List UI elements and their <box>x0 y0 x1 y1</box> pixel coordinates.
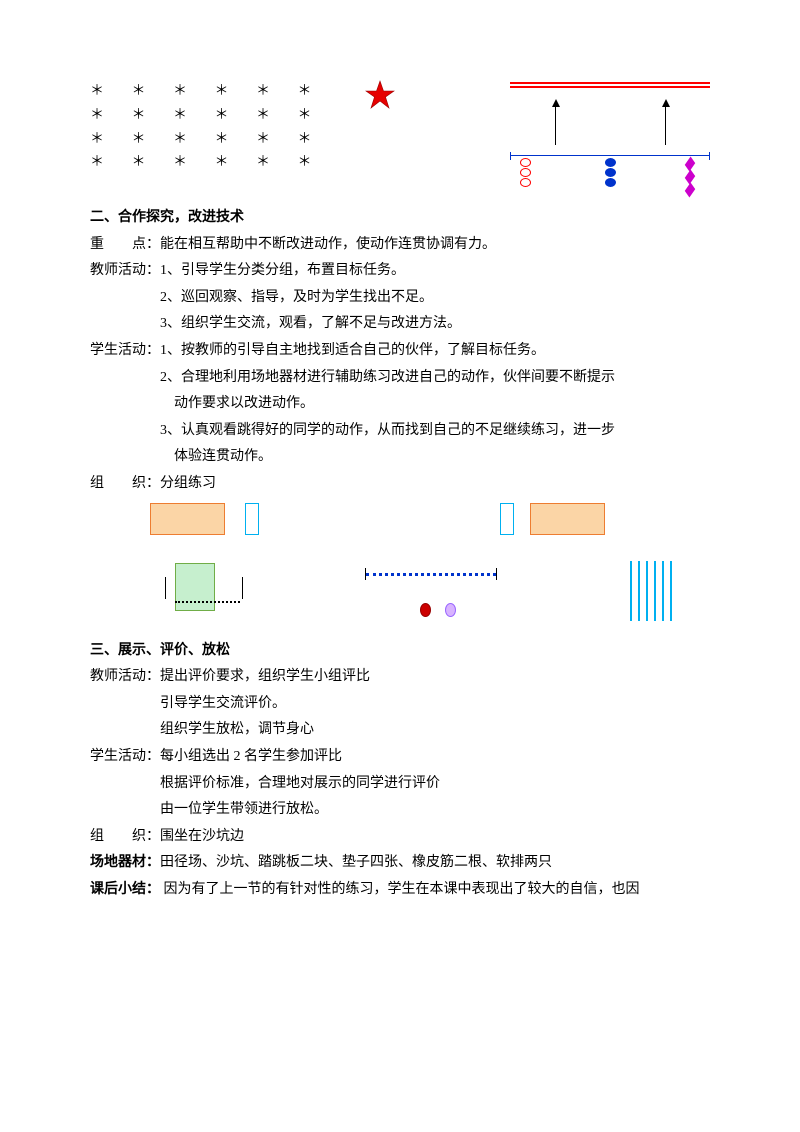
asterisk-row: ＊ ＊ ＊ ＊ ＊ ＊ <box>90 80 324 104</box>
student-item: 2、合理地利用场地器材进行辅助练习改进自己的动作，伙伴间要不断提示 <box>90 365 710 392</box>
summary-label: 课后小结： <box>90 882 160 897</box>
asterisk-grid: ＊ ＊ ＊ ＊ ＊ ＊ ＊ ＊ ＊ ＊ ＊ ＊ ＊ ＊ ＊ ＊ ＊ ＊ ＊ ＊ … <box>90 80 324 175</box>
teacher-item: 组织学生放松，调节身心 <box>90 717 710 744</box>
star-icon <box>365 80 395 110</box>
equipment-row: 场地器材：田径场、沙坑、踏跳板二块、垫子四张、橡皮筋二根、软排两只 <box>90 850 710 877</box>
post-right <box>242 577 243 599</box>
teacher-row: 教师活动：提出评价要求，组织学生小组评比 <box>90 664 710 691</box>
asterisk-row: ＊ ＊ ＊ ＊ ＊ ＊ <box>90 151 324 175</box>
student-item: 1、按教师的引导自主地找到适合自己的伙伴，了解目标任务。 <box>160 343 545 358</box>
student-row: 学生活动：1、按教师的引导自主地找到适合自己的伙伴，了解目标任务。 <box>90 338 710 365</box>
orange-mat <box>150 503 225 535</box>
asterisk-row: ＊ ＊ ＊ ＊ ＊ ＊ <box>90 128 324 152</box>
equipment-text: 田径场、沙坑、踏跳板二块、垫子四张、橡皮筋二根、软排两只 <box>160 855 552 870</box>
student-label: 学生活动： <box>90 343 160 358</box>
red-double-line <box>510 86 710 88</box>
student-row: 学生活动：每小组选出 2 名学生参加评比 <box>90 744 710 771</box>
org-row: 组 织：分组练习 <box>90 471 710 498</box>
org-label: 组 织： <box>90 476 160 491</box>
teacher-item: 提出评价要求，组织学生小组评比 <box>160 669 370 684</box>
blue-post <box>496 568 497 580</box>
summary-text: 因为有了上一节的有针对性的练习，学生在本课中表现出了较大的自信，也因 <box>160 882 640 897</box>
purple-diamonds <box>685 158 695 196</box>
equipment-label: 场地器材： <box>90 855 160 870</box>
keypoint-text: 能在相互帮助中不断改进动作，使动作连贯协调有力。 <box>160 237 496 252</box>
post-left <box>165 577 166 599</box>
top-diagram: ＊ ＊ ＊ ＊ ＊ ＊ ＊ ＊ ＊ ＊ ＊ ＊ ＊ ＊ ＊ ＊ ＊ ＊ ＊ ＊ … <box>90 80 710 200</box>
student-item: 由一位学生带领进行放松。 <box>90 797 710 824</box>
org-label: 组 织： <box>90 829 160 844</box>
green-mat <box>175 563 215 611</box>
arrow-up-icon <box>555 105 556 145</box>
cyan-bars <box>630 561 672 621</box>
teacher-row: 教师活动：1、引导学生分类分组，布置目标任务。 <box>90 258 710 285</box>
orange-mat <box>530 503 605 535</box>
equipment-diagram <box>90 503 710 633</box>
summary-row: 课后小结： 因为有了上一节的有针对性的练习，学生在本课中表现出了较大的自信，也因 <box>90 877 710 904</box>
cyan-board <box>245 503 259 535</box>
student-item-cont: 体验连贯动作。 <box>90 444 710 471</box>
cyan-board <box>500 503 514 535</box>
red-open-ovals <box>520 158 531 187</box>
blue-ovals <box>605 158 616 187</box>
student-item-cont: 动作要求以改进动作。 <box>90 391 710 418</box>
student-item: 3、认真观看跳得好的同学的动作，从而找到自己的不足继续练习，进一步 <box>90 418 710 445</box>
org-text: 分组练习 <box>160 476 216 491</box>
student-item: 每小组选出 2 名学生参加评比 <box>160 749 342 764</box>
keypoint-label: 重 点： <box>90 237 160 252</box>
teacher-item: 引导学生交流评价。 <box>90 691 710 718</box>
teacher-item: 2、巡回观察、指导，及时为学生找出不足。 <box>90 285 710 312</box>
org-row: 组 织：围坐在沙坑边 <box>90 824 710 851</box>
org-text: 围坐在沙坑边 <box>160 829 244 844</box>
arrow-up-icon <box>665 105 666 145</box>
section2-title: 二、合作探究，改进技术 <box>90 205 710 232</box>
section3-title: 三、展示、评价、放松 <box>90 638 710 665</box>
teacher-item: 1、引导学生分类分组，布置目标任务。 <box>160 263 405 278</box>
red-ball-icon <box>420 603 431 617</box>
teacher-item: 3、组织学生交流，观看，了解不足与改进方法。 <box>90 311 710 338</box>
dotted-line <box>175 601 240 603</box>
asterisk-row: ＊ ＊ ＊ ＊ ＊ ＊ <box>90 104 324 128</box>
rubber-band <box>366 573 496 576</box>
landing-diagram <box>510 80 710 190</box>
red-double-line <box>510 82 710 84</box>
purple-ball-icon <box>445 603 456 617</box>
blue-bar <box>510 155 710 156</box>
teacher-label: 教师活动： <box>90 263 160 278</box>
teacher-label: 教师活动： <box>90 669 160 684</box>
keypoint-row: 重 点：能在相互帮助中不断改进动作，使动作连贯协调有力。 <box>90 232 710 259</box>
student-item: 根据评价标准，合理地对展示的同学进行评价 <box>90 771 710 798</box>
student-label: 学生活动： <box>90 749 160 764</box>
